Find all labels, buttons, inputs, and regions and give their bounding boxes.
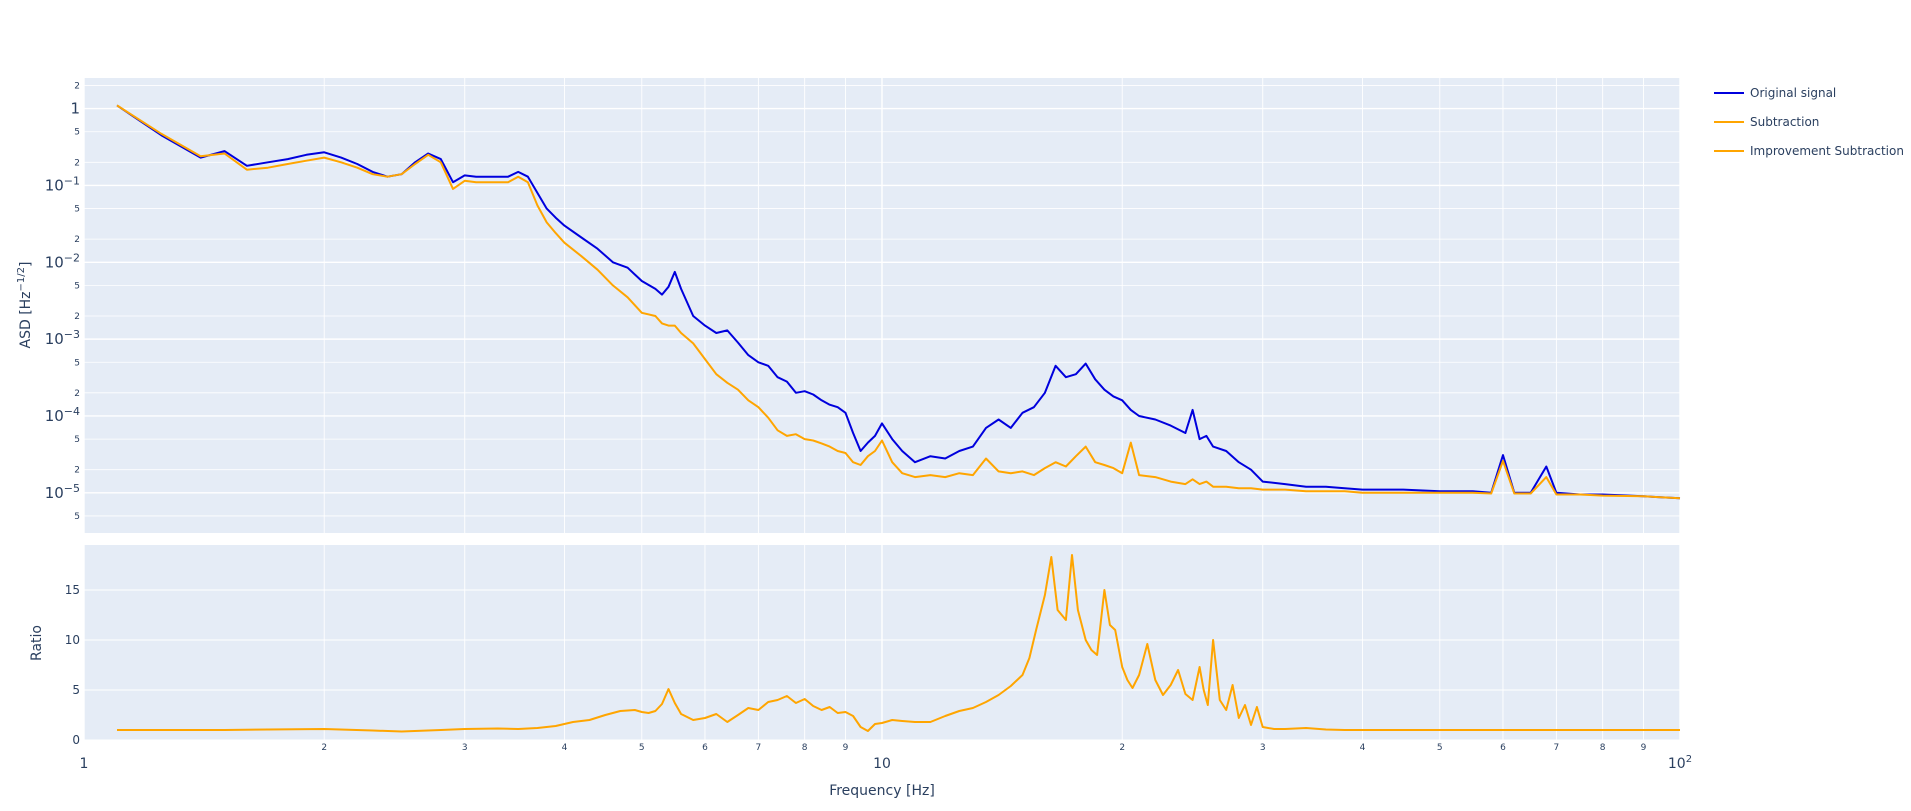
top-series: [116, 104, 1681, 500]
x-minor-tick-label: 5: [639, 743, 645, 753]
bottom-y-tick-label: 15: [65, 583, 80, 597]
x-minor-tick-label: 5: [1437, 743, 1443, 753]
x-minor-tick-label: 9: [843, 743, 849, 753]
top-y-major-tick-label-base: 10: [45, 484, 64, 502]
x-major-tick-label: 102: [1668, 754, 1692, 772]
bottom-y-tick-label: 5: [72, 683, 80, 697]
x-minor-tick-label: 3: [1260, 743, 1266, 753]
y-axis-title-exponent: −1/2: [16, 267, 27, 291]
top-y-minor-tick-label: 2: [74, 158, 80, 168]
bottom-y-tick-labels: 0 5 10 15: [65, 583, 80, 747]
x-major-tick-label-base: 10: [873, 756, 891, 772]
x-major-tick-label: 10: [873, 756, 891, 772]
subtraction-line: [116, 104, 1681, 500]
top-y-minor-tick-label: 2: [74, 389, 80, 399]
top-y-major-tick-label-base: 1: [70, 100, 80, 118]
top-y-minor-tick-label: 2: [74, 312, 80, 322]
top-y-major-tick-label-exponent: −3: [64, 328, 80, 341]
top-grid: [83, 78, 1681, 533]
top-y-minor-tick-label: 5: [74, 281, 80, 291]
top-y-major-tick-label-exponent: −4: [64, 405, 80, 418]
top-y-minor-tick-label: 5: [74, 205, 80, 215]
x-minor-tick-label: 9: [1641, 743, 1647, 753]
top-y-minor-tick-label: 2: [74, 466, 80, 476]
top-y-major-tick-label-base: 10: [45, 253, 64, 271]
bottom-y-tick-label: 10: [65, 633, 80, 647]
top-y-major-tick-label-exponent: −2: [64, 251, 80, 264]
x-minor-tick-label: 8: [1600, 743, 1606, 753]
top-y-minor-tick-label: 2: [74, 235, 80, 245]
legend: Original signal Subtraction Improvement Su…: [1714, 86, 1904, 158]
top-y-minor-tick-label: 5: [74, 128, 80, 138]
x-minor-tick-label: 2: [321, 743, 327, 753]
bottom-grid: [83, 545, 1681, 741]
bottom-series: [117, 554, 1680, 733]
y-axis-title-close: ]: [18, 262, 34, 267]
x-minor-tick-label: 4: [562, 743, 568, 753]
top-y-major-tick-label: 10−5: [45, 482, 80, 502]
top-y-major-tick-label-exponent: −5: [64, 482, 80, 495]
top-y-major-tick-label-base: 10: [45, 407, 64, 425]
x-minor-tick-label: 6: [702, 743, 708, 753]
x-axis-title: Frequency [Hz]: [829, 783, 935, 799]
x-minor-tick-label: 2: [1119, 743, 1125, 753]
top-y-major-tick-label: 10−2: [45, 251, 80, 271]
top-y-minor-tick-label: 5: [74, 358, 80, 368]
legend-label: Original signal: [1750, 86, 1836, 100]
x-minor-tick-label: 7: [756, 743, 762, 753]
bottom-y-tick-label: 0: [72, 733, 80, 747]
top-y-major-tick-label: 10−3: [45, 328, 80, 348]
y-axis-title-unit: Hz: [18, 291, 34, 309]
improvement-subtraction-line: [117, 554, 1680, 733]
top-y-major-tick-label: 1: [70, 100, 80, 118]
top-y-major-tick-label-exponent: −1: [64, 174, 80, 187]
legend-label: Improvement Subtraction: [1750, 144, 1904, 158]
top-y-major-tick-label-base: 10: [45, 330, 64, 348]
top-y-major-tick-label: 10−4: [45, 405, 80, 425]
original-signal-line: [116, 104, 1681, 500]
x-minor-tick-label: 4: [1360, 743, 1366, 753]
top-y-axis-title: ASD [Hz−1/2]: [16, 262, 34, 349]
x-minor-tick-label: 3: [462, 743, 468, 753]
top-y-major-tick-label-base: 10: [45, 176, 64, 194]
y-axis-title-main: ASD [: [18, 309, 34, 348]
x-major-tick-label-base: 10: [1668, 756, 1686, 772]
top-y-minor-tick-label: 5: [74, 512, 80, 522]
x-minor-tick-label: 7: [1554, 743, 1560, 753]
top-y-major-tick-label: 10−1: [45, 174, 80, 194]
top-y-minor-tick-label: 2: [74, 81, 80, 91]
bottom-y-axis-title: Ratio: [29, 625, 45, 661]
x-minor-tick-label: 8: [802, 743, 808, 753]
x-major-tick-label-exponent: 2: [1686, 754, 1692, 765]
legend-label: Subtraction: [1750, 115, 1819, 129]
top-y-minor-tick-label: 5: [74, 435, 80, 445]
x-major-tick-label-base: 1: [80, 756, 89, 772]
x-minor-tick-label: 6: [1500, 743, 1506, 753]
x-major-tick-label: 1: [80, 756, 89, 772]
